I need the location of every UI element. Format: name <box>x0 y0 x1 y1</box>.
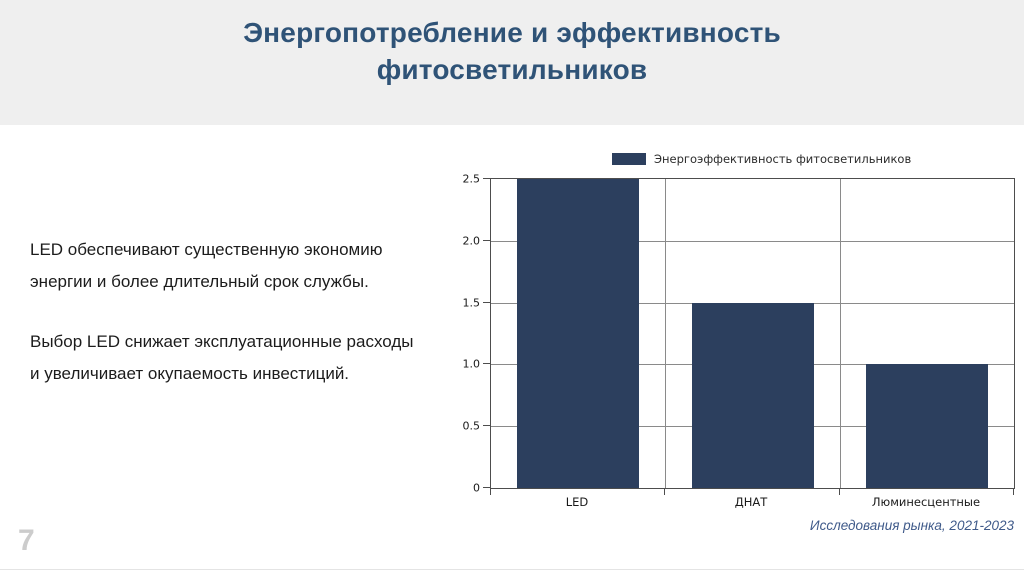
body-text-line: и увеличивает окупаемость инвестиций. <box>30 364 350 383</box>
body-text-line: LED обеспечивают существенную экономию <box>30 240 383 259</box>
y-tick-label: 0 <box>473 481 480 495</box>
y-tick-label: 2.5 <box>462 172 481 186</box>
body-text-block: LED обеспечивают существенную экономию э… <box>30 234 460 390</box>
bar <box>692 303 814 488</box>
x-axis-tick <box>1013 489 1014 495</box>
y-axis-tick <box>483 363 490 364</box>
body-text-line: Выбор LED снижает эксплуатационные расхо… <box>30 332 414 351</box>
x-axis-tick <box>839 489 840 495</box>
y-tick-label: 1.5 <box>462 296 481 310</box>
page-number: 7 <box>18 524 35 557</box>
body-text-line: энергии и более длительный срок службы. <box>30 272 369 291</box>
y-tick-label: 0.5 <box>462 419 481 433</box>
legend-swatch <box>612 153 646 165</box>
gridline-vertical <box>840 179 841 488</box>
slide-header: Энергопотребление и эффективность фитосв… <box>0 0 1024 125</box>
x-axis-tick <box>664 489 665 495</box>
x-category-label: ДНАТ <box>734 495 768 509</box>
page-title-line-1: Энергопотребление и эффективность <box>243 17 781 48</box>
x-category-label: Люминесцентные <box>871 495 981 509</box>
gridline-vertical <box>665 179 666 488</box>
legend-label: Энергоэффективность фитосветильников <box>654 152 912 166</box>
y-axis-tick <box>483 302 490 303</box>
y-axis-tick <box>483 240 490 241</box>
y-tick-label: 2.0 <box>462 234 481 248</box>
x-category-label: LED <box>565 495 589 509</box>
page-title: Энергопотребление и эффективность фитосв… <box>0 0 1024 88</box>
page-title-line-2: фитосветильников <box>376 54 648 85</box>
plot-area <box>490 178 1015 489</box>
chart-legend: Энергоэффективность фитосветильников <box>612 152 911 166</box>
y-axis-tick <box>483 178 490 179</box>
bar <box>517 179 639 488</box>
y-axis-tick <box>483 487 490 488</box>
y-tick-label: 1.0 <box>462 357 481 371</box>
x-axis-tick <box>490 489 491 495</box>
source-citation: Исследования рынка, 2021-2023 <box>809 518 1014 533</box>
y-axis-tick <box>483 425 490 426</box>
bar <box>866 364 988 488</box>
slide-bottom-divider <box>0 569 1024 570</box>
gridline-horizontal <box>491 241 1014 242</box>
paragraph-gap <box>30 298 460 326</box>
